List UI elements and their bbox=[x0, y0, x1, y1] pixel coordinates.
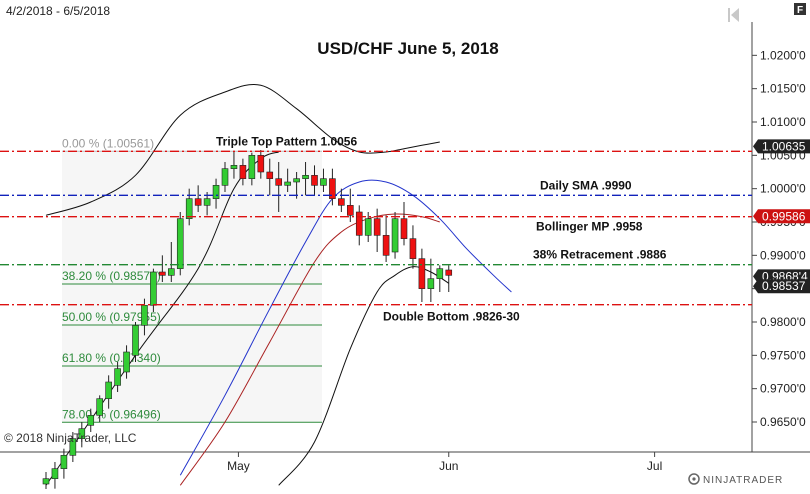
collapse-icon[interactable] bbox=[728, 8, 739, 22]
logo-text: NINJATRADER bbox=[703, 475, 783, 486]
fib-level-label: 38.20 % (0.98570) bbox=[62, 269, 161, 283]
y-tick-label: 1.0200'0 bbox=[760, 48, 806, 62]
fib-level-label: 78.00 % (0.96496) bbox=[62, 407, 161, 421]
candle-body bbox=[427, 278, 435, 289]
candle-body bbox=[293, 178, 300, 183]
x-tick-label: Jun bbox=[439, 459, 458, 473]
fib-area bbox=[62, 151, 322, 423]
candle-body bbox=[176, 218, 184, 269]
candle-body bbox=[114, 368, 121, 386]
annotation-label: Daily SMA .9990 bbox=[540, 178, 632, 192]
candle-body bbox=[382, 235, 390, 256]
annotation-label: Double Bottom .9826-30 bbox=[383, 310, 520, 324]
candle-body bbox=[230, 165, 238, 169]
copyright: © 2018 NinjaTrader, LLC bbox=[4, 431, 137, 445]
candle-body bbox=[78, 428, 86, 439]
candle-body bbox=[87, 415, 95, 426]
candle-body bbox=[302, 175, 309, 179]
candle-body bbox=[311, 175, 318, 186]
price-marker-label: 1.00635 bbox=[762, 139, 806, 153]
bollinger-lower-line bbox=[278, 266, 449, 486]
candle-body bbox=[212, 185, 220, 199]
chart-title: USD/CHF June 5, 2018 bbox=[317, 39, 498, 58]
candle-body bbox=[338, 198, 345, 206]
candle-body bbox=[69, 438, 77, 456]
candle-body bbox=[346, 205, 354, 216]
fib-level-label: 61.80 % (0.97340) bbox=[62, 351, 161, 365]
annotation-label: 38% Retracement .9886 bbox=[533, 248, 667, 262]
candle-body bbox=[284, 181, 291, 186]
panel-button-label: F bbox=[797, 5, 803, 16]
bollinger-mid-line bbox=[179, 213, 440, 486]
annotation-label: Triple Top Pattern 1.0056 bbox=[216, 134, 357, 148]
candle-body bbox=[141, 305, 148, 326]
candle-body bbox=[391, 218, 399, 253]
candle-body bbox=[42, 478, 50, 485]
price-marker bbox=[753, 139, 810, 154]
candle-body bbox=[355, 211, 363, 236]
hline-layer: Triple Top Pattern 1.0056 Daily SMA .9990… bbox=[0, 134, 752, 324]
y-tick-label: 1.0000'0 bbox=[760, 182, 806, 196]
candle-body bbox=[409, 238, 417, 259]
candle-body bbox=[373, 218, 381, 236]
candle-body bbox=[364, 218, 372, 236]
candle-body bbox=[400, 218, 408, 239]
y-tick-label: 0.9800'0 bbox=[760, 315, 806, 329]
candle-body bbox=[329, 178, 336, 199]
candle-body bbox=[418, 258, 426, 289]
annotation-label: Bollinger MP .9958 bbox=[536, 220, 643, 234]
y-tick-label: 0.9700'0 bbox=[760, 382, 806, 396]
candle-body bbox=[123, 351, 130, 373]
fib-level-label: 50.00 % (0.97955) bbox=[62, 310, 161, 324]
candle-body bbox=[275, 178, 283, 186]
price-marker bbox=[753, 209, 810, 224]
candle-body bbox=[436, 268, 444, 279]
price-marker-label: 0.99586 bbox=[762, 209, 806, 223]
candle-body bbox=[320, 178, 327, 186]
fib-layer: 0.00 % (1.00561) 38.20 % (0.98570) 50.00 %… bbox=[62, 136, 322, 423]
panel-button[interactable]: F bbox=[794, 3, 806, 16]
candle-body bbox=[185, 198, 193, 219]
candle-body bbox=[51, 468, 59, 479]
y-tick-label: 0.9750'0 bbox=[760, 348, 806, 362]
candle-body bbox=[132, 325, 139, 356]
candle-body bbox=[194, 198, 202, 206]
candle-body bbox=[159, 271, 166, 276]
y-tick-label: 1.0100'0 bbox=[760, 115, 806, 129]
candle-body bbox=[445, 269, 453, 276]
sma-line bbox=[179, 179, 512, 476]
x-tick-label: May bbox=[227, 459, 250, 473]
candle-body bbox=[203, 198, 211, 206]
price-marker-label: 0.98537 bbox=[762, 279, 806, 293]
candle-body bbox=[257, 155, 265, 173]
price-marker bbox=[753, 279, 810, 294]
candle-layer bbox=[42, 150, 453, 494]
bollinger-upper-line bbox=[45, 84, 440, 216]
candle-body bbox=[239, 165, 247, 179]
y-tick-label: 0.9900'0 bbox=[760, 248, 806, 262]
candle-body bbox=[60, 455, 68, 469]
candle-body bbox=[266, 171, 274, 179]
fib-level-label: 0.00 % (1.00561) bbox=[62, 136, 154, 150]
x-tick-label: Jul bbox=[647, 459, 662, 473]
candle-body bbox=[248, 155, 256, 179]
candle-body bbox=[105, 381, 112, 399]
y-tick-label: 0.9650'0 bbox=[760, 415, 806, 429]
candle-body bbox=[221, 168, 229, 186]
candle-body bbox=[96, 398, 103, 416]
date-range: 4/2/2018 - 6/5/2018 bbox=[6, 4, 110, 18]
candle-body bbox=[168, 268, 175, 276]
ninjatrader-logo: NINJATRADER bbox=[688, 473, 783, 486]
y-tick-label: 1.0150'0 bbox=[760, 82, 806, 96]
candle-body bbox=[150, 271, 157, 306]
